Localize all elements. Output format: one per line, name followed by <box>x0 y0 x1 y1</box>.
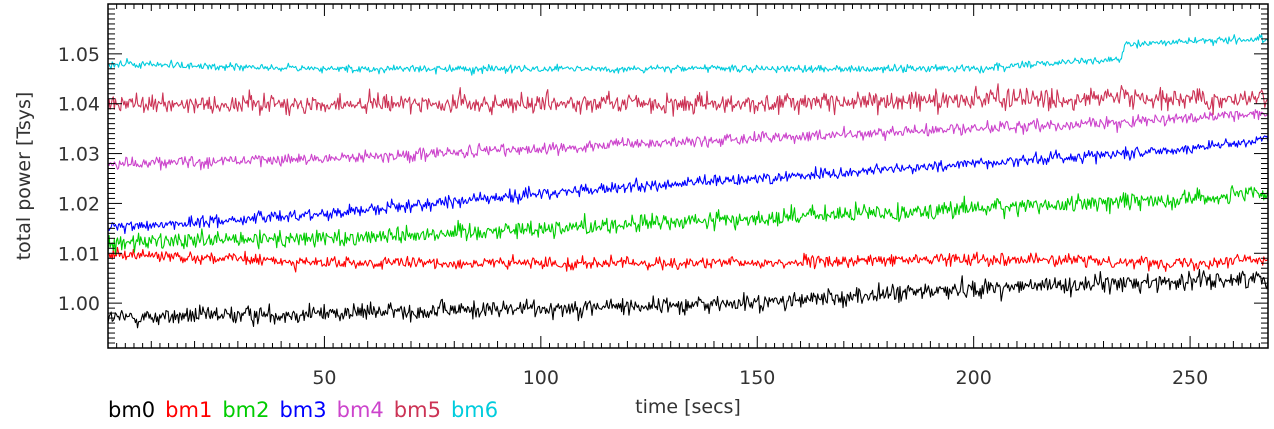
y-tick-label: 1.04 <box>58 94 100 116</box>
x-tick-label: 150 <box>739 367 775 389</box>
x-tick-label: 100 <box>523 367 559 389</box>
x-axis-title: time [secs] <box>635 396 741 418</box>
legend: bm0 bm1 bm2 bm3 bm4 bm5 bm6 <box>108 398 498 422</box>
tick-labels: 50 100 150 200 250 1.00 1.01 1.02 1.03 1.04 1.05 <box>58 44 1209 389</box>
legend-item-bm2: bm2 <box>222 398 269 422</box>
axis-ticks <box>108 4 1268 348</box>
series-line-bm2 <box>107 185 1269 256</box>
x-tick-label: 250 <box>1172 367 1208 389</box>
y-tick-label: 1.03 <box>58 144 100 166</box>
legend-item-bm5: bm5 <box>394 398 441 422</box>
y-tick-label: 1.00 <box>58 293 100 315</box>
y-tick-label: 1.05 <box>58 44 100 66</box>
series-line-bm4 <box>107 109 1269 171</box>
legend-item-bm3: bm3 <box>279 398 326 422</box>
legend-item-bm0: bm0 <box>108 398 155 422</box>
y-tick-label: 1.02 <box>58 193 100 215</box>
series-line-bm1 <box>107 246 1269 273</box>
legend-item-bm6: bm6 <box>451 398 498 422</box>
series-line-bm0 <box>107 268 1269 329</box>
y-axis-title: total power [Tsys] <box>13 92 35 261</box>
legend-item-bm1: bm1 <box>165 398 212 422</box>
plot-frame <box>107 3 1269 349</box>
series-line-bm5 <box>107 83 1269 117</box>
series-line-bm6 <box>107 33 1269 76</box>
x-tick-label: 200 <box>956 367 992 389</box>
legend-item-bm4: bm4 <box>337 398 384 422</box>
series-line-bm3 <box>107 135 1269 235</box>
y-tick-label: 1.01 <box>58 243 100 265</box>
x-tick-label: 50 <box>312 367 336 389</box>
series-traces <box>107 33 1269 329</box>
